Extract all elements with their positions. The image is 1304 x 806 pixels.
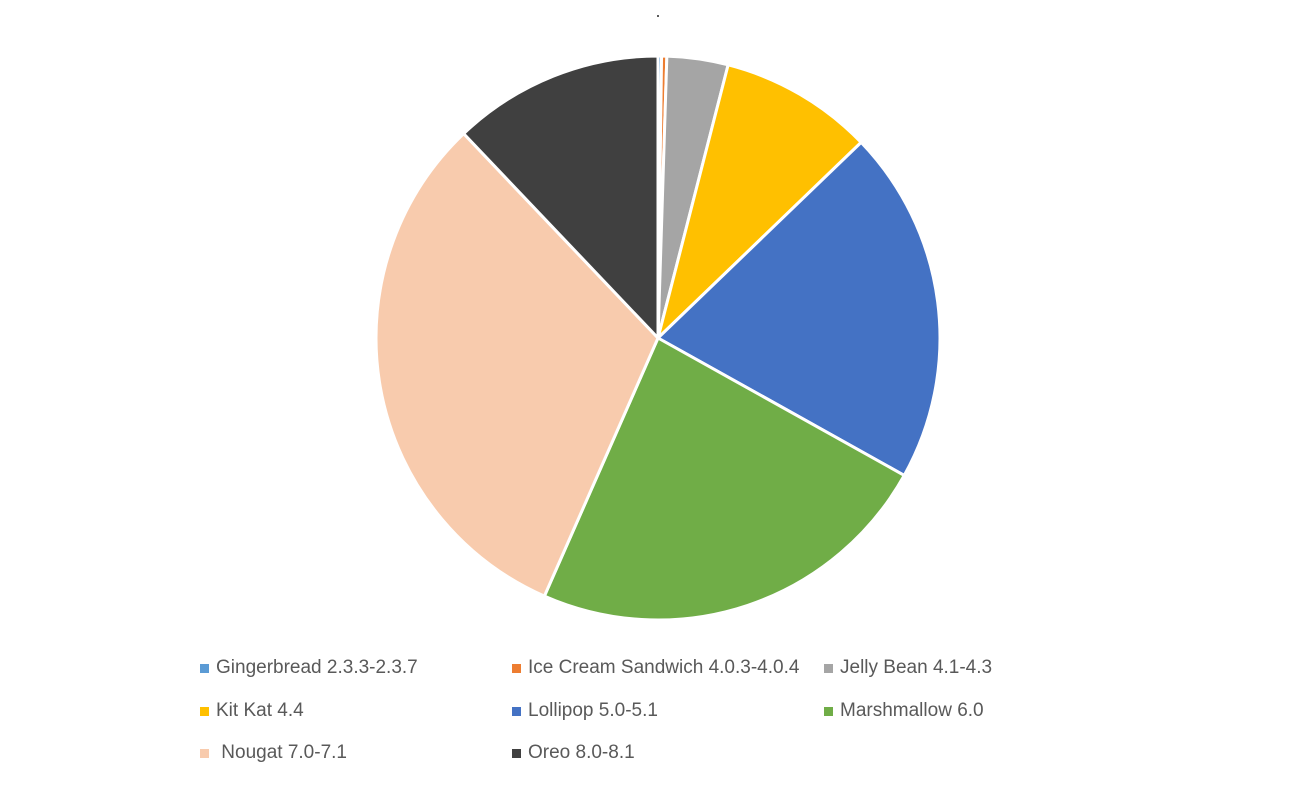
legend-swatch xyxy=(200,663,209,673)
legend-item: Oreo 8.0-8.1 xyxy=(512,741,635,765)
legend-label: Marshmallow 6.0 xyxy=(840,700,984,721)
legend-swatch xyxy=(824,706,833,716)
legend-item: Marshmallow 6.0 xyxy=(824,699,984,723)
legend-item: Lollipop 5.0-5.1 xyxy=(512,699,658,723)
legend-swatch xyxy=(824,663,833,673)
pie-slice-6 xyxy=(374,132,660,598)
chart-title: . xyxy=(655,1,661,21)
legend-label: Kit Kat 4.4 xyxy=(216,700,304,721)
legend-item: Jelly Bean 4.1-4.3 xyxy=(824,656,992,680)
legend-label: Jelly Bean 4.1-4.3 xyxy=(840,657,993,678)
legend-item: Gingerbread 2.3.3-2.3.7 xyxy=(200,656,418,680)
legend-swatch xyxy=(512,663,521,673)
legend-label: Gingerbread 2.3.3-2.3.7 xyxy=(216,657,418,678)
legend-item: Nougat 7.0-7.1 xyxy=(200,741,347,765)
pie-slice-4 xyxy=(656,140,942,477)
pie-slice-3 xyxy=(656,63,863,340)
legend-item: Ice Cream Sandwich 4.0.3-4.0.4 xyxy=(512,656,799,680)
legend-label: Ice Cream Sandwich 4.0.3-4.0.4 xyxy=(528,657,800,678)
legend-swatch xyxy=(512,748,521,758)
legend-label: Oreo 8.0-8.1 xyxy=(528,742,635,763)
pie-slice-7 xyxy=(462,54,660,340)
legend-swatch xyxy=(200,706,209,716)
pie-slice-5 xyxy=(542,336,906,622)
legend-swatch xyxy=(512,706,521,716)
legend-label: Nougat 7.0-7.1 xyxy=(216,742,347,763)
legend-label: Lollipop 5.0-5.1 xyxy=(528,700,658,721)
legend-swatch xyxy=(200,748,209,758)
legend-item: Kit Kat 4.4 xyxy=(200,699,304,723)
